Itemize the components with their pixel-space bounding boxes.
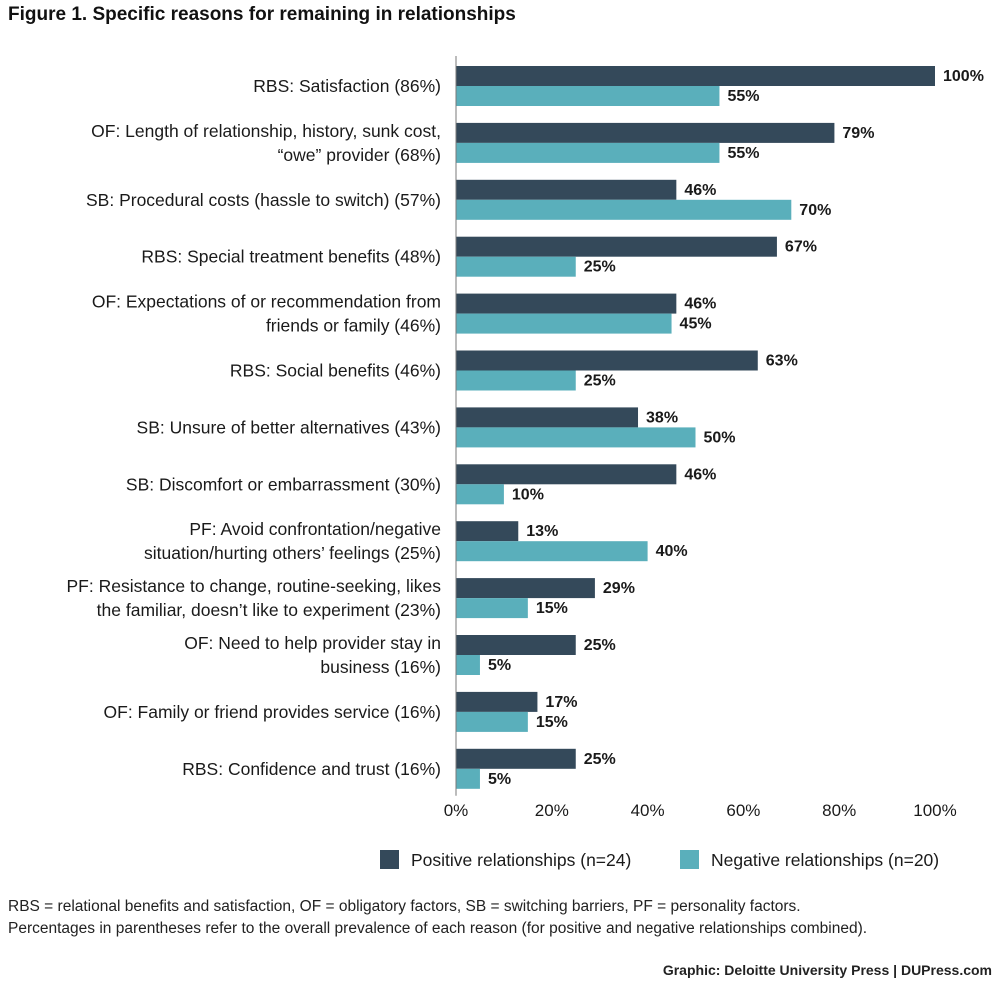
bar-positive (456, 350, 758, 371)
data-label: 40% (656, 543, 688, 560)
data-label: 38% (646, 409, 678, 426)
bar-positive (456, 464, 677, 485)
bar-negative (456, 598, 528, 619)
bar-chart: RBS: Satisfaction (86%) 100% 55% OF: Length… (67, 56, 984, 870)
bar-negative (456, 427, 696, 448)
data-label: 13% (526, 523, 558, 540)
footnote-percentages: Percentages in parentheses refer to the … (8, 920, 868, 937)
x-tick-label: 100% (913, 801, 956, 820)
x-tick-label: 60% (726, 801, 760, 820)
bar-negative (456, 313, 672, 334)
x-tick-label: 80% (822, 801, 856, 820)
bar-negative (456, 370, 576, 391)
bar-negative (456, 655, 480, 675)
data-label: 67% (785, 239, 817, 256)
bar-positive (456, 748, 576, 769)
category-label: SB: Unsure of better alternatives (43%) (137, 417, 441, 437)
data-label: 25% (584, 373, 616, 390)
category-label: RBS: Social benefits (46%) (230, 361, 441, 381)
data-label: 46% (684, 466, 716, 483)
data-label: 17% (545, 694, 577, 711)
category-label: RBS: Confidence and trust (16%) (182, 759, 441, 779)
category-label: SB: Procedural costs (hassle to switch) … (86, 190, 441, 210)
category-label: friends or family (46%) (266, 316, 441, 336)
legend-label: Negative relationships (n=20) (711, 850, 939, 870)
data-label: 79% (842, 125, 874, 142)
category-label: OF: Need to help provider stay in (184, 633, 441, 653)
data-label: 55% (727, 145, 759, 162)
bar-negative (456, 484, 504, 505)
data-label: 15% (536, 600, 568, 617)
category-label: OF: Length of relationship, history, sun… (91, 121, 441, 141)
bar-negative (456, 768, 480, 789)
data-label: 10% (512, 486, 544, 503)
bar-positive (456, 521, 519, 542)
bar-positive (456, 407, 639, 428)
category-label: RBS: Satisfaction (86%) (253, 76, 441, 96)
data-label: 29% (603, 580, 635, 597)
bar-positive (456, 179, 677, 200)
x-tick-label: 20% (535, 801, 569, 820)
source-credit: Graphic: Deloitte University Press | DUP… (662, 962, 992, 978)
category-label: PF: Avoid confrontation/negative (189, 519, 441, 539)
data-label: 70% (799, 202, 831, 219)
legend-swatch-negative (680, 850, 699, 869)
bar-positive (456, 236, 777, 257)
data-label: 25% (584, 751, 616, 768)
category-label: business (16%) (320, 657, 441, 677)
figure-title: Figure 1. Specific reasons for remaining… (8, 4, 516, 25)
category-label: “owe” provider (68%) (278, 145, 441, 165)
data-label: 25% (584, 637, 616, 654)
x-tick-label: 0% (444, 801, 469, 820)
bar-negative (456, 142, 720, 163)
legend-label: Positive relationships (n=24) (411, 850, 631, 870)
category-label: RBS: Special treatment benefits (48%) (141, 247, 441, 267)
bar-positive (456, 66, 935, 86)
x-tick-label: 40% (631, 801, 665, 820)
data-label: 55% (727, 88, 759, 105)
data-label: 25% (584, 259, 616, 276)
bar-positive (456, 578, 595, 599)
data-label: 46% (684, 182, 716, 199)
data-label: 100% (943, 68, 984, 85)
bar-positive (456, 635, 576, 655)
category-label: OF: Family or friend provides service (1… (104, 702, 441, 722)
data-label: 15% (536, 714, 568, 731)
data-label: 45% (680, 316, 712, 333)
data-label: 63% (766, 353, 798, 370)
bar-positive (456, 122, 835, 143)
bar-positive (456, 293, 677, 314)
bar-negative (456, 256, 576, 277)
category-label: situation/hurting others’ feelings (25%) (144, 543, 441, 563)
data-label: 5% (488, 657, 511, 674)
data-label: 50% (704, 429, 736, 446)
legend-swatch-positive (380, 850, 399, 869)
category-label: the familiar, doesn’t like to experiment… (97, 600, 441, 620)
bar-positive (456, 691, 538, 712)
bar-negative (456, 711, 528, 732)
footnote-abbreviations: RBS = relational benefits and satisfacti… (8, 898, 801, 915)
category-label: PF: Resistance to change, routine-seekin… (67, 576, 442, 596)
data-label: 5% (488, 771, 511, 788)
data-label: 46% (684, 296, 716, 313)
category-label: SB: Discomfort or embarrassment (30%) (126, 474, 441, 494)
category-label: OF: Expectations of or recommendation fr… (92, 292, 441, 312)
bar-negative (456, 541, 648, 562)
bar-negative (456, 86, 720, 106)
bar-negative (456, 199, 792, 220)
